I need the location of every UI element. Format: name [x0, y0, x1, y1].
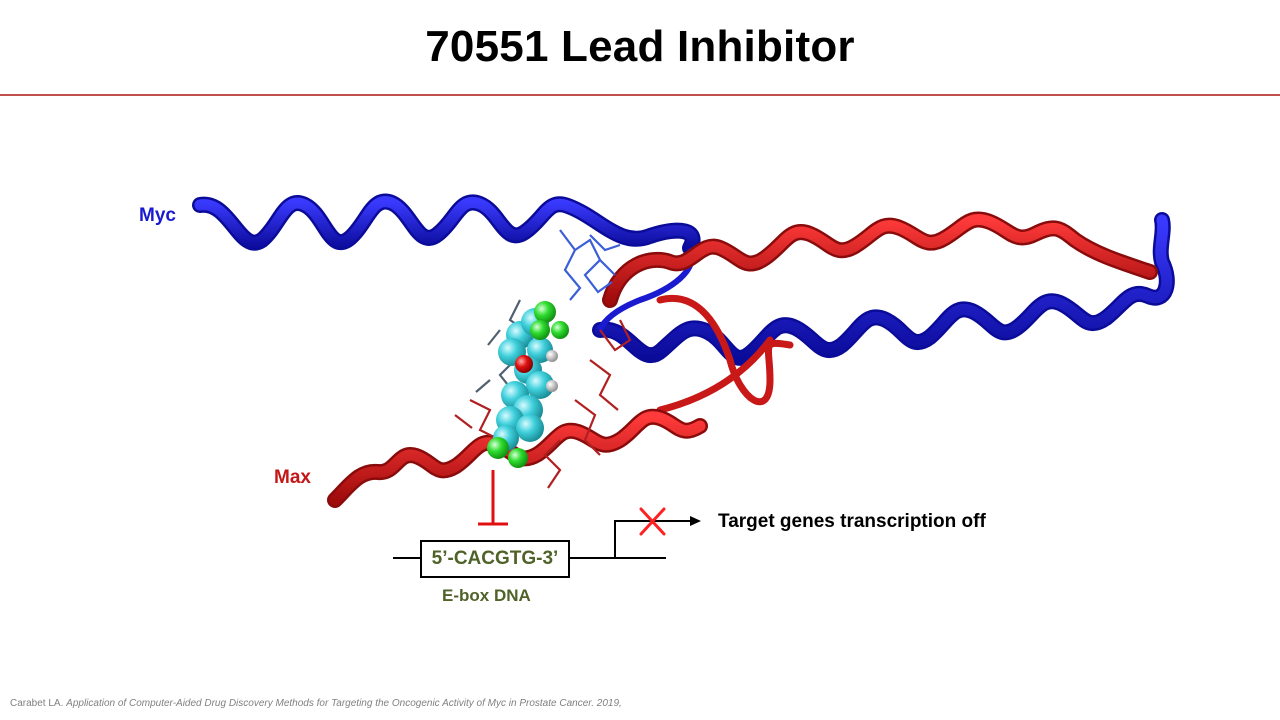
myc-helix: [192, 193, 1175, 366]
myc-label: Myc: [139, 205, 176, 226]
transcription-outcome-label: Target genes transcription off: [718, 511, 986, 532]
title-divider: [0, 94, 1280, 96]
inhibitor-70551-spacefill: [487, 301, 569, 468]
dna-track: [393, 516, 701, 559]
residue-sticks: [454, 229, 632, 489]
transcription-blocked-x-icon: [639, 507, 666, 536]
citation-title: Application of Computer-Aided Drug Disco…: [66, 698, 622, 709]
max-label: Max: [274, 467, 311, 488]
citation: Carabet LA. Application of Computer-Aide…: [10, 698, 622, 709]
inhibition-arrow: [478, 470, 508, 526]
citation-authors: Carabet LA.: [10, 698, 64, 709]
ebox-sequence-box: 5’-CACGTG-3’: [420, 540, 570, 578]
slide-title: 70551 Lead Inhibitor: [425, 22, 855, 71]
ebox-dna-label: E-box DNA: [442, 586, 531, 605]
